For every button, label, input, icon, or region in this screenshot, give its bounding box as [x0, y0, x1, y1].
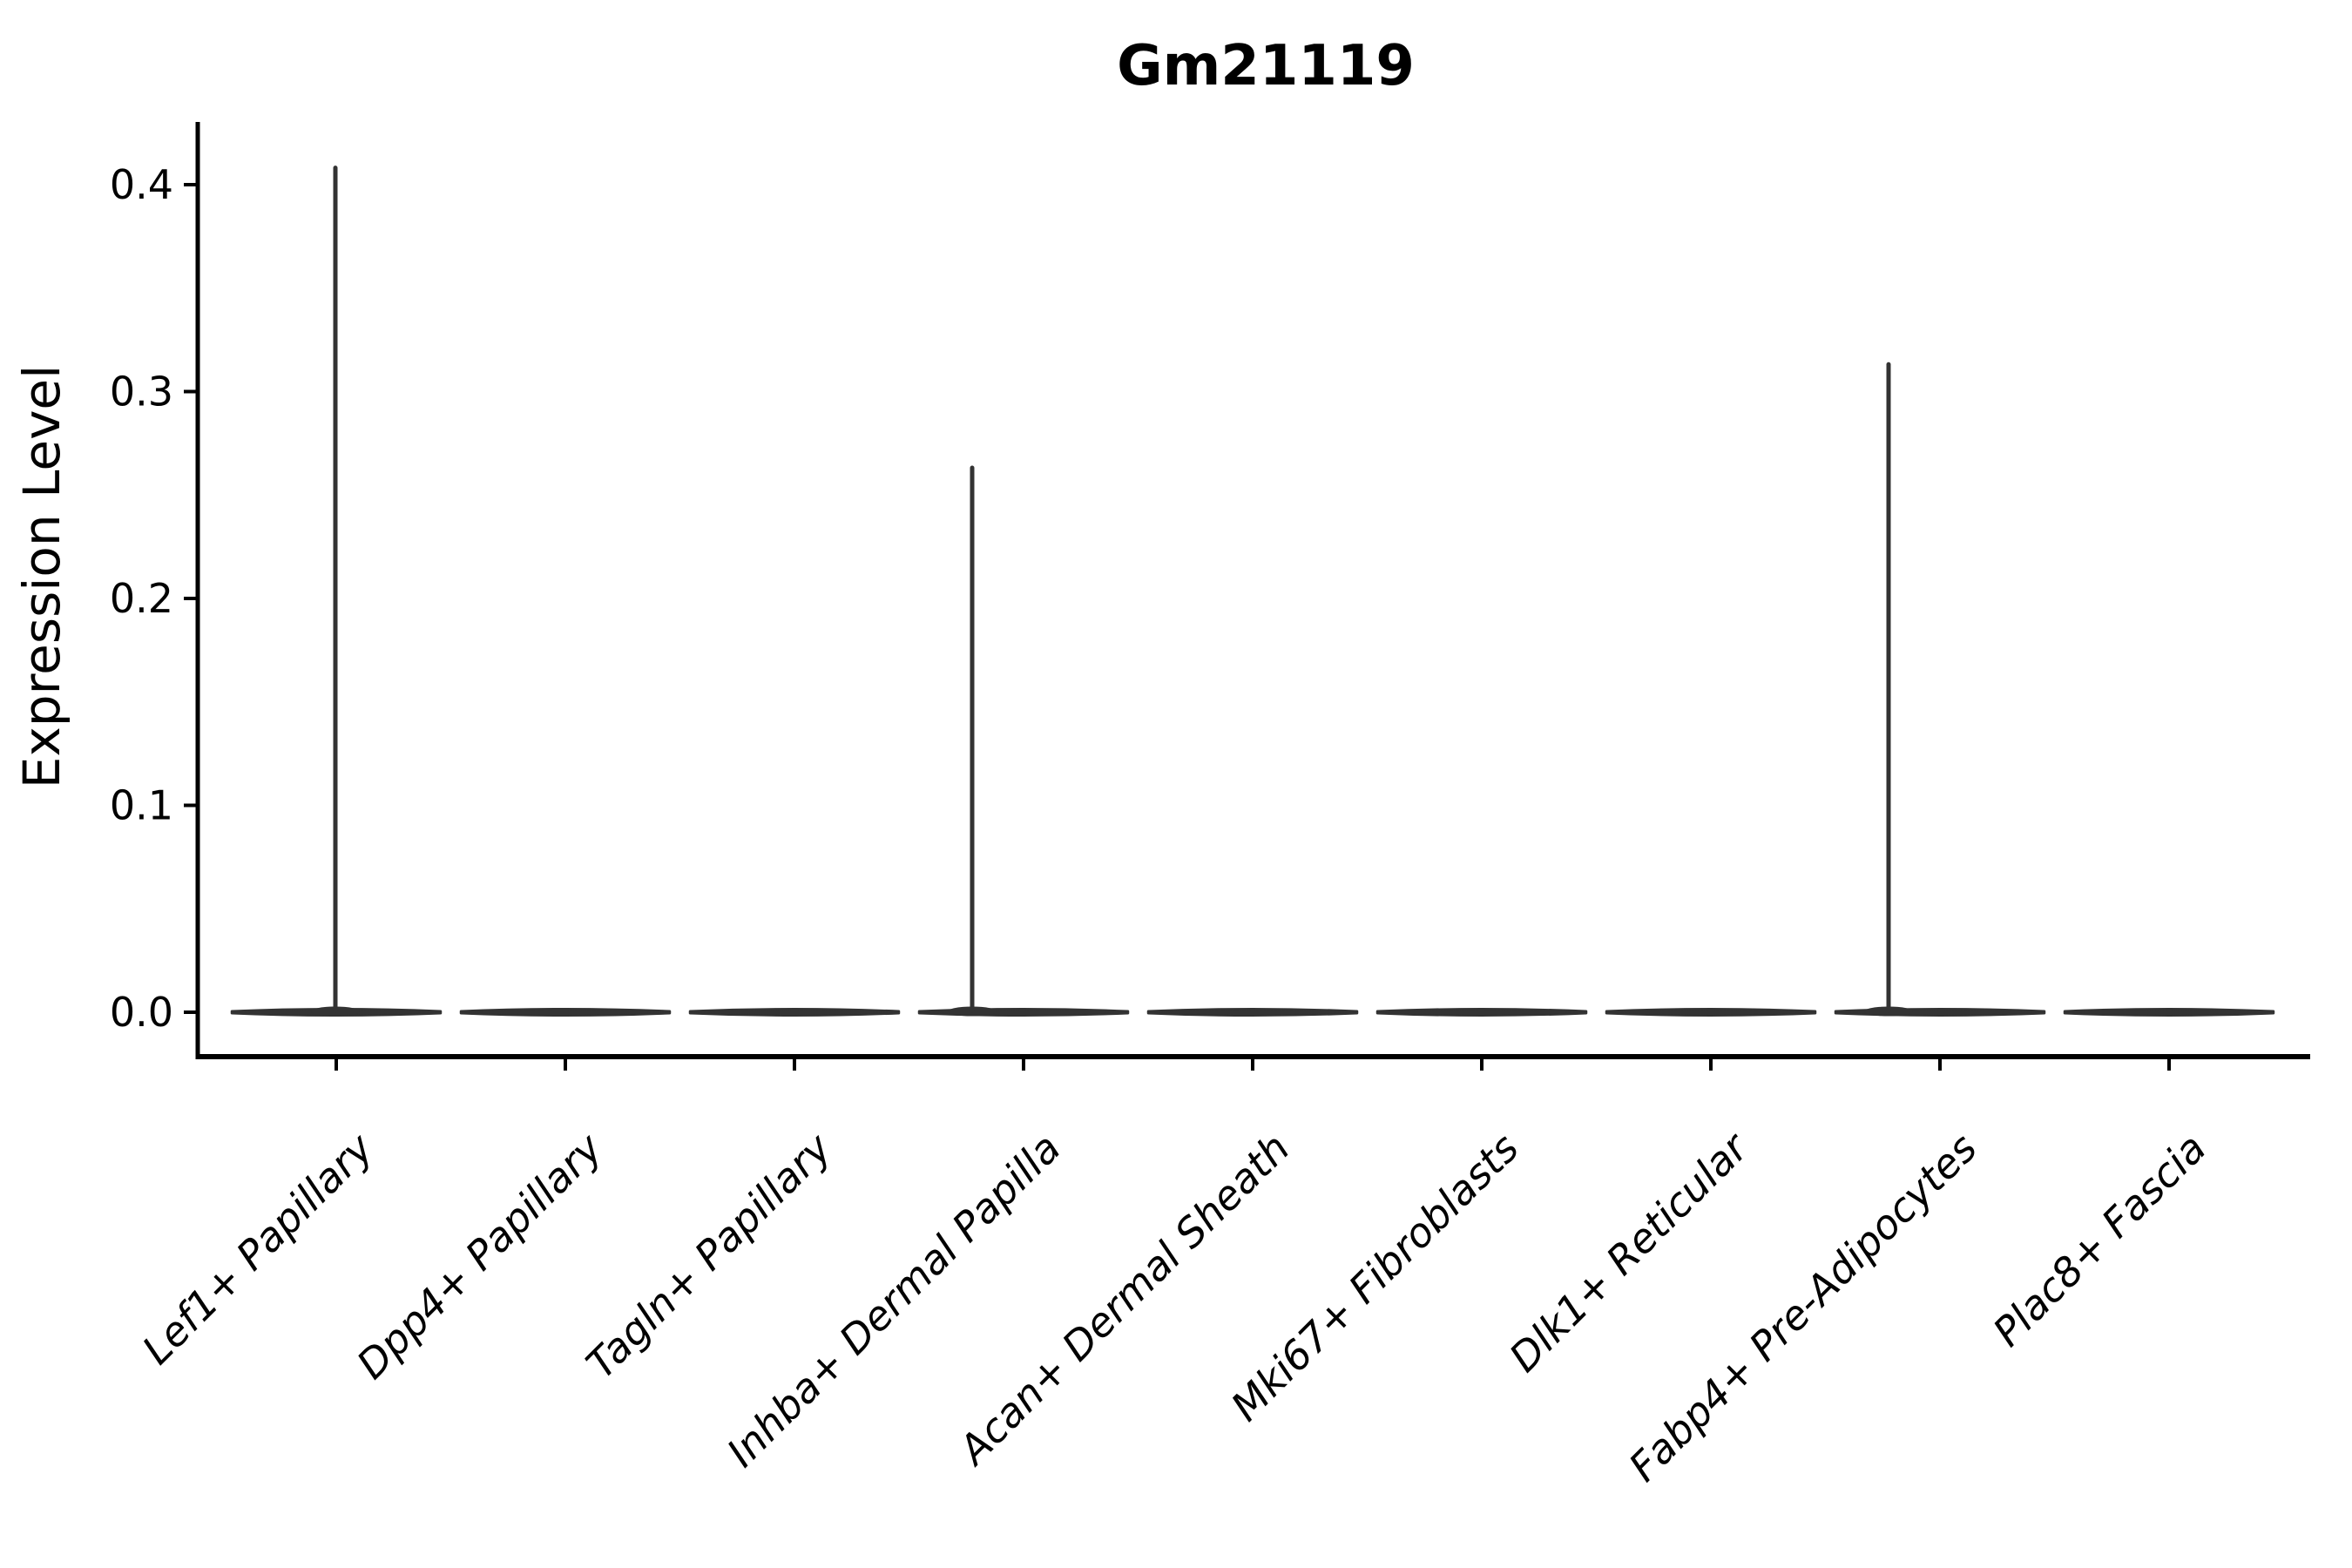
- violin-base: [688, 1008, 901, 1017]
- chart-title: Gm21119: [1117, 34, 1415, 98]
- violin-base: [2063, 1008, 2275, 1017]
- x-tick-label: Dlk1+ Reticular: [1500, 1122, 1759, 1381]
- violin-base: [459, 1008, 672, 1017]
- violin-base: [1605, 1008, 1817, 1017]
- axes-group: [195, 122, 2310, 1059]
- y-tick-label: 0.3: [110, 368, 173, 416]
- x-tick-label: Dpp4+ Papillary: [348, 1124, 612, 1388]
- y-tick-label: 0.1: [110, 782, 173, 829]
- violin-base: [1146, 1008, 1359, 1017]
- y-ticks-group: 0.0 0.1 0.2 0.3 0.4: [110, 161, 198, 1036]
- y-axis-label: Expression Level: [12, 365, 71, 788]
- x-tick-label: Tagln+ Papillary: [577, 1124, 841, 1388]
- x-tick-label: Lef1+ Papillary: [133, 1124, 382, 1373]
- violins-group: [230, 166, 2275, 1017]
- x-tick-label: Plac8+ Fascia: [1984, 1125, 2214, 1355]
- y-tick-label: 0.0: [110, 989, 173, 1036]
- y-tick-label: 0.4: [110, 161, 173, 208]
- y-tick-label: 0.2: [110, 575, 173, 622]
- violin-base: [1375, 1008, 1588, 1017]
